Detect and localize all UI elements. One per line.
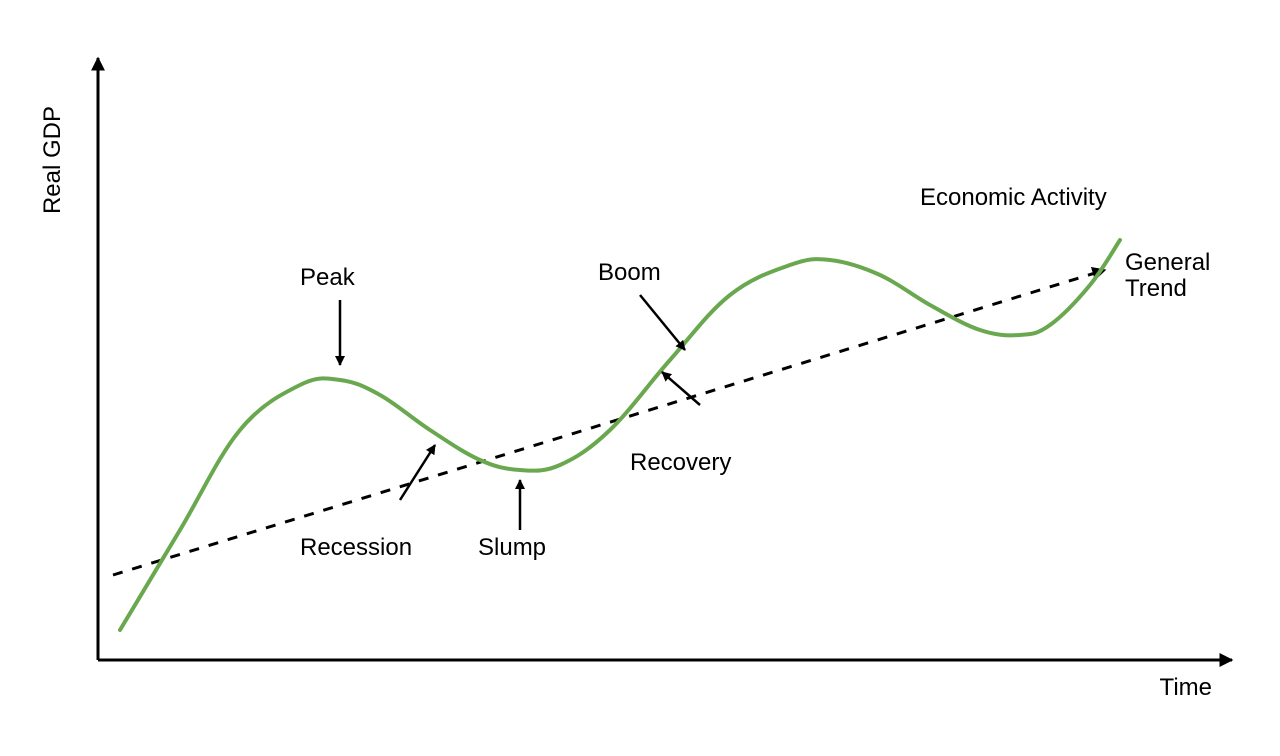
- x-axis-label: Time: [1160, 674, 1212, 701]
- trend-line: [113, 270, 1105, 575]
- slump-label: Slump: [478, 534, 546, 561]
- recovery-label: Recovery: [630, 449, 731, 476]
- boom-label: Boom: [598, 259, 661, 286]
- business-cycle-diagram: Real GDP Time GeneralTrend Economic Activit…: [0, 0, 1280, 756]
- economic-activity-label: Economic Activity: [920, 184, 1107, 211]
- boom-arrow: [640, 295, 685, 350]
- peak-label: Peak: [300, 264, 356, 291]
- y-axis-label: Real GDP: [39, 106, 66, 214]
- recession-label: Recession: [300, 534, 412, 561]
- economic-activity-curve: [120, 240, 1120, 630]
- recovery-arrow: [662, 372, 700, 405]
- recession-arrow: [400, 445, 435, 500]
- trend-label: GeneralTrend: [1125, 249, 1210, 302]
